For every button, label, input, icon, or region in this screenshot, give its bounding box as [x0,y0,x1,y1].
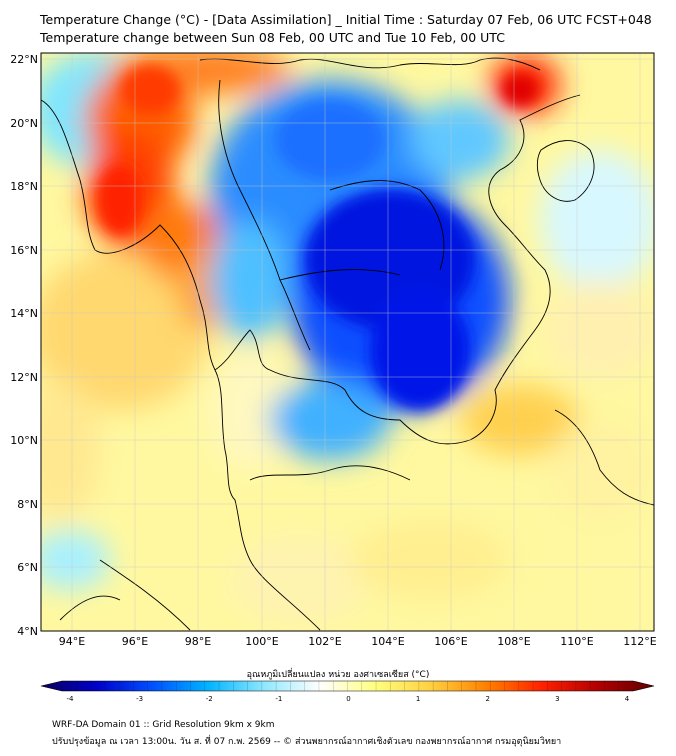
colorbar-tick: 0 [346,695,350,703]
lon-label: 104°E [371,635,404,648]
lon-label: 102°E [308,635,341,648]
colorbar-tick: -1 [275,695,282,703]
latitude-labels: 22°N 20°N 18°N 16°N 14°N 12°N 10°N 8°N 6°N 4°N [10,53,38,638]
coastlines [41,57,654,631]
lon-label: 100°E [245,635,278,648]
colorbar-tick: -2 [206,695,213,703]
lat-label: 14°N [10,307,38,320]
map-frame [40,52,655,632]
lon-label: 96°E [122,635,148,648]
colorbar: -4 -3 -2 -1 0 1 2 3 4 [40,680,655,703]
map-title: Temperature Change (°C) - [Data Assimila… [40,12,652,27]
lon-label: 108°E [497,635,530,648]
footer-model-info: WRF-DA Domain 01 :: Grid Resolution 9km … [52,720,275,730]
colorbar-tick: -3 [136,695,143,703]
lat-label: 8°N [17,498,38,511]
lat-label: 12°N [10,371,38,384]
lat-label: 10°N [10,434,38,447]
temperature-field [41,53,654,631]
longitude-labels: 94°E 96°E 98°E 100°E 102°E 104°E 106°E 108°E 110… [59,635,657,648]
map-subtitle: Temperature change between Sun 08 Feb, 0… [40,30,505,45]
lat-label: 18°N [10,180,38,193]
lon-label: 94°E [59,635,85,648]
colorbar-tick: 4 [625,695,630,703]
lat-label: 20°N [10,117,38,130]
lon-label: 98°E [185,635,211,648]
colorbar-tick: 2 [486,695,490,703]
lat-label: 22°N [10,53,38,66]
graticule [41,53,654,631]
colorbar-tick: 1 [416,695,420,703]
lat-label: 4°N [17,625,38,638]
colorbar-tick: -4 [67,695,75,703]
lat-label: 16°N [10,244,38,257]
colorbar-title: อุณหภูมิเปลี่ยนแปลง หน่วย องศาเซลเซียส (… [246,670,430,680]
footer-credit: ปรับปรุงข้อมูล ณ เวลา 13:00น. วัน ส. ที่… [52,737,562,747]
colorbar-tick: 3 [555,695,559,703]
lon-label: 112°E [623,635,656,648]
lat-label: 6°N [17,561,38,574]
lon-label: 110°E [560,635,593,648]
lon-label: 106°E [434,635,467,648]
